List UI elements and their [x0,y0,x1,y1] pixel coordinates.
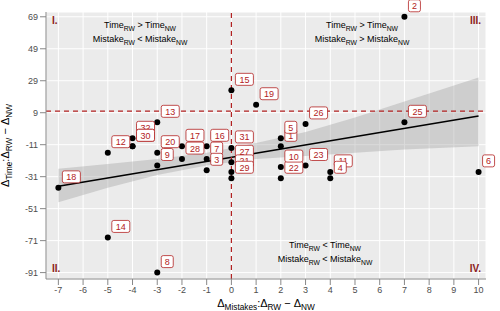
svg-text:15: 15 [239,75,249,85]
svg-text:14: 14 [116,222,126,232]
svg-text:-31: -31 [25,172,38,182]
svg-text:-7: -7 [54,285,62,295]
svg-text:69: 69 [28,12,38,22]
svg-text:27: 27 [239,146,250,157]
svg-text:1: 1 [288,130,294,141]
svg-text:32: 32 [140,122,151,133]
svg-text:ΔTime:ΔRW − ΔNW: ΔTime:ΔRW − ΔNW [8,104,14,187]
svg-text:-3: -3 [153,285,161,295]
svg-text:-6: -6 [79,285,87,295]
svg-text:II.: II. [52,263,61,274]
svg-text:-91: -91 [25,268,38,278]
svg-text:ΔMistakes:ΔRW − ΔNW: ΔMistakes:ΔRW − ΔNW [217,297,315,311]
svg-text:9: 9 [165,150,170,160]
html-text:− Δ: − Δ [0,117,11,138]
svg-text:4: 4 [338,163,343,173]
svg-text:7: 7 [402,285,407,295]
svg-text:7: 7 [214,144,219,154]
svg-text:-11: -11 [26,140,38,150]
svg-text:3: 3 [303,285,308,295]
svg-text:TimeRW < TimeNW: TimeRW < TimeNW [289,240,361,252]
svg-text:6: 6 [486,156,491,166]
svg-text:IV.: IV. [470,263,482,274]
svg-text:31: 31 [239,132,249,142]
svg-text:0: 0 [229,285,234,295]
svg-text:22: 22 [289,163,299,173]
svg-text:23: 23 [314,150,324,160]
svg-text:49: 49 [28,44,38,54]
svg-text:20: 20 [165,137,175,147]
svg-text:-4: -4 [129,285,137,295]
svg-text:2: 2 [278,285,283,295]
svg-text:9: 9 [451,285,456,295]
svg-text:-71: -71 [25,236,38,246]
svg-text:19: 19 [264,89,274,99]
svg-text:1: 1 [254,285,259,295]
svg-text:10: 10 [289,152,299,162]
svg-text:3: 3 [214,155,219,165]
svg-text:18: 18 [66,172,76,182]
svg-text:24: 24 [141,131,151,141]
svg-text:2: 2 [412,1,417,11]
svg-text:MistakeRW < MistakeNW: MistakeRW < MistakeNW [93,34,188,46]
svg-text:5: 5 [288,123,293,133]
svg-text:29: 29 [28,76,38,86]
svg-text:25: 25 [412,107,422,117]
svg-text:9: 9 [33,108,38,118]
svg-text:MistakeRW > MistakeNW: MistakeRW > MistakeNW [315,34,410,46]
svg-text:6: 6 [377,285,382,295]
svg-text:-2: -2 [178,285,186,295]
svg-text:16: 16 [215,131,225,141]
svg-text:TimeRW > TimeNW: TimeRW > TimeNW [104,20,176,32]
html-text::Δ: :Δ [0,151,11,162]
svg-text:MistakeRW < MistakeNW: MistakeRW < MistakeNW [278,254,373,266]
svg-text:-1: -1 [203,285,211,295]
svg-text:8: 8 [427,285,432,295]
svg-text:-5: -5 [104,285,112,295]
svg-text:17: 17 [190,131,200,141]
svg-text:30: 30 [141,131,151,141]
svg-text:4: 4 [328,285,333,295]
html-text:Δ: Δ [0,179,11,187]
svg-text:8: 8 [165,257,170,267]
svg-text:29: 29 [239,163,249,173]
svg-text:13: 13 [165,107,175,117]
svg-text:28: 28 [190,144,200,154]
svg-text:12: 12 [116,137,126,147]
svg-text:I.: I. [52,15,58,26]
svg-text:III.: III. [470,15,481,26]
svg-text:-51: -51 [25,204,38,214]
svg-text:26: 26 [314,108,324,118]
svg-text:TimeRW > TimeNW: TimeRW > TimeNW [326,20,398,32]
svg-text:10: 10 [474,285,484,295]
svg-text:5: 5 [352,285,357,295]
